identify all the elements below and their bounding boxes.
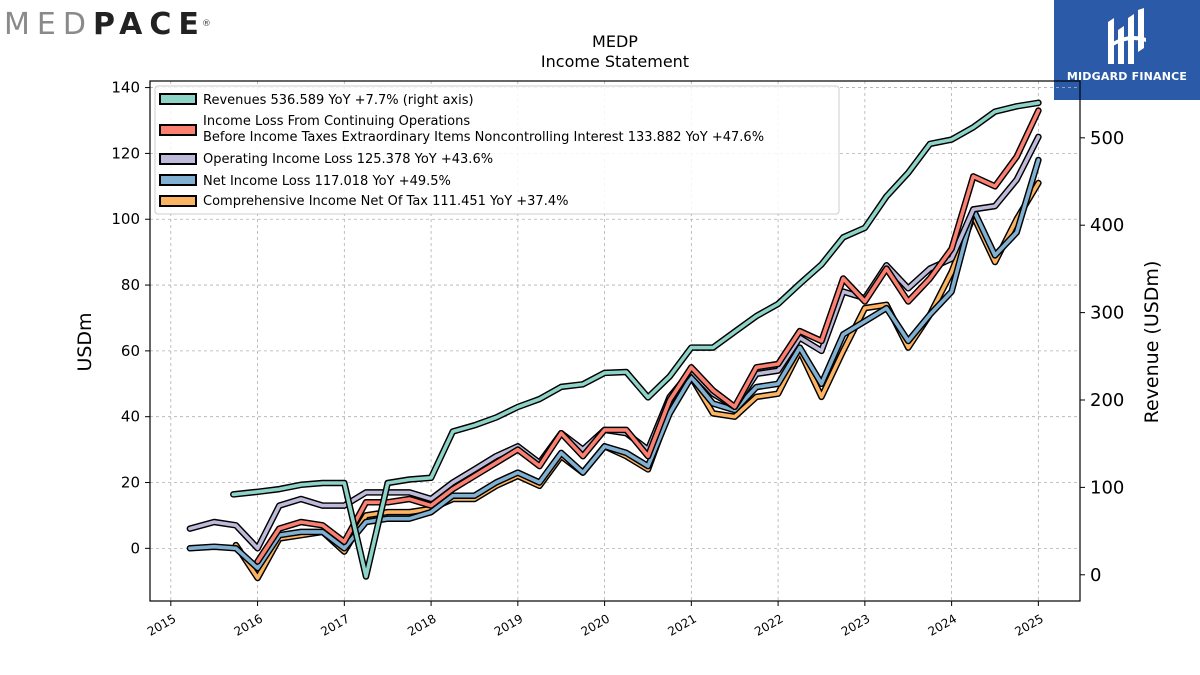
- legend-swatch-1: [159, 124, 197, 136]
- x-tick-label: 2017: [318, 611, 351, 638]
- legend-label-2: Operating Income Loss 125.378 YoY +43.6%: [203, 152, 493, 167]
- legend-swatch-2: [159, 153, 197, 165]
- x-tick-label: 2022: [752, 611, 785, 638]
- right-tick-label: 300: [1090, 303, 1124, 324]
- x-tick-label: 2020: [579, 611, 612, 638]
- legend-swatch-4: [159, 195, 197, 207]
- right-tick-label: 100: [1090, 477, 1124, 498]
- legend-box: [154, 85, 840, 215]
- x-tick-label: 2015: [145, 611, 178, 638]
- right-axis-ticks: 0 100 200 300 400 500: [1080, 128, 1124, 586]
- series-0-line: [231, 101, 1041, 579]
- left-tick-label: 140: [111, 79, 140, 97]
- series-1-line: [255, 108, 1041, 564]
- right-tick-label: 200: [1090, 390, 1124, 411]
- right-tick-label: 0: [1090, 565, 1101, 586]
- right-tick-label: 400: [1090, 215, 1124, 236]
- legend-label-1: Before Income Taxes Extraordinary Items …: [203, 130, 764, 145]
- x-axis-ticks: 2015 2016 2017 2018 2019 2020 2021 2022 2023 2024…: [145, 601, 1046, 639]
- left-tick-label: 120: [111, 144, 140, 162]
- right-tick-label: 500: [1090, 128, 1124, 149]
- x-tick-label: 2019: [492, 611, 525, 638]
- left-tick-label: 60: [121, 342, 140, 360]
- left-tick-label: 0: [130, 539, 140, 557]
- legend-label-4: Comprehensive Income Net Of Tax 111.451 …: [203, 194, 568, 209]
- chart-subtitle: Income Statement: [541, 52, 689, 71]
- legend-label-0: Revenues 536.589 YoY +7.7% (right axis): [203, 93, 474, 108]
- left-axis-ticks: 0 20 40 60 80 100 120 140: [111, 79, 150, 557]
- midgard-finance-logo: MIDGARD FINANCE: [1054, 0, 1200, 100]
- left-tick-label: 20: [121, 474, 140, 492]
- midgard-emblem-icon: [1108, 8, 1146, 64]
- medpace-logo: MED PACE ®: [4, 4, 211, 44]
- series-3-line: [188, 158, 1041, 570]
- y-axis-label-left: USDm: [74, 312, 96, 371]
- left-tick-label: 80: [121, 276, 140, 294]
- logo-text-med: MED: [4, 6, 93, 42]
- chart-title: MEDP: [592, 32, 638, 51]
- left-tick-label: 40: [121, 408, 140, 426]
- legend-label-3: Net Income Loss 117.018 YoY +49.5%: [203, 174, 451, 189]
- x-tick-label: 2018: [405, 611, 438, 638]
- midgard-finance-text: MIDGARD FINANCE: [1066, 70, 1188, 83]
- legend-swatch-3: [159, 174, 197, 186]
- y-axis-label-right: Revenue (USDm): [1141, 261, 1163, 424]
- x-tick-label: 2021: [665, 611, 698, 638]
- x-tick-label: 2024: [926, 611, 959, 638]
- logo-registered-mark: ®: [201, 19, 211, 29]
- series-layer: [186, 99, 1042, 582]
- left-tick-label: 100: [111, 210, 140, 228]
- logo-text-pace: PACE: [92, 6, 206, 42]
- legend-label-1: Income Loss From Continuing Operations: [203, 114, 470, 129]
- x-tick-label: 2025: [1012, 611, 1045, 638]
- plot-frame: [149, 80, 1081, 602]
- legend: Revenues 536.589 YoY +7.7% (right axis) I…: [154, 85, 840, 215]
- x-tick-label: 2023: [839, 611, 872, 638]
- legend-swatch-0: [159, 93, 197, 105]
- x-tick-label: 2016: [232, 611, 265, 638]
